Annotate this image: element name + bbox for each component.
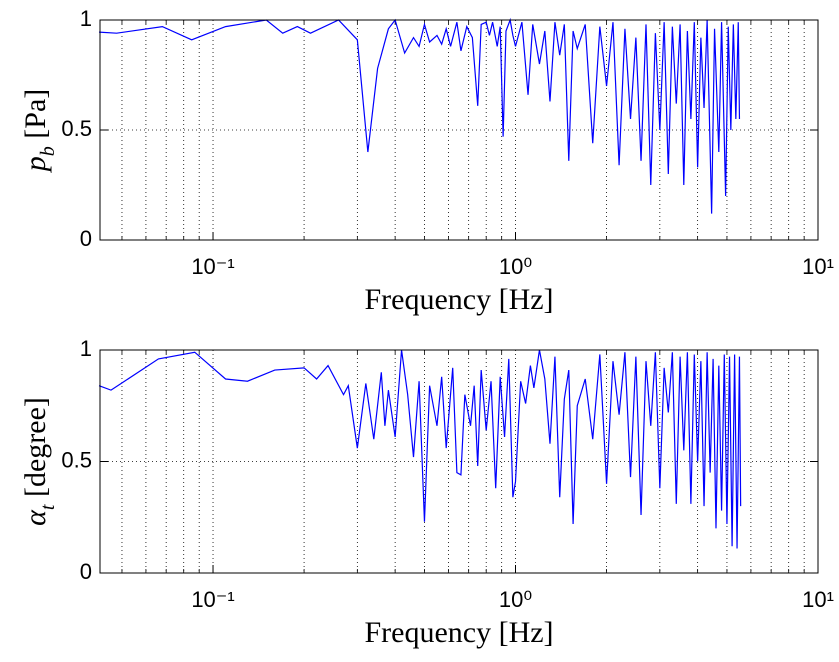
x-tick-label: 10¹ — [802, 587, 834, 612]
y-tick-label: 0 — [80, 559, 92, 584]
plot-frame — [99, 19, 819, 241]
y-tick-label: 0.5 — [61, 447, 92, 472]
x-tick-label: 10⁰ — [499, 587, 532, 612]
data-line — [99, 17, 741, 214]
plot-area — [100, 20, 818, 240]
plot-area — [100, 350, 818, 573]
x-axis-label: Frequency [Hz] — [364, 283, 553, 316]
y-tick-label: 0.5 — [61, 116, 92, 141]
y-axis-label: pb [Pa] — [19, 89, 59, 173]
x-tick-label: 10⁻¹ — [191, 587, 234, 612]
x-tick-label: 10¹ — [802, 254, 834, 279]
y-tick-label: 0 — [80, 226, 92, 251]
y-axis-label: αt [degree] — [19, 397, 59, 526]
y-tick-label: 1 — [80, 336, 92, 361]
x-tick-label: 10⁻¹ — [191, 254, 234, 279]
plot-frame — [99, 349, 819, 574]
y-tick-label: 1 — [80, 6, 92, 31]
x-tick-label: 10⁰ — [499, 254, 532, 279]
x-axis-label: Frequency [Hz] — [364, 616, 553, 649]
